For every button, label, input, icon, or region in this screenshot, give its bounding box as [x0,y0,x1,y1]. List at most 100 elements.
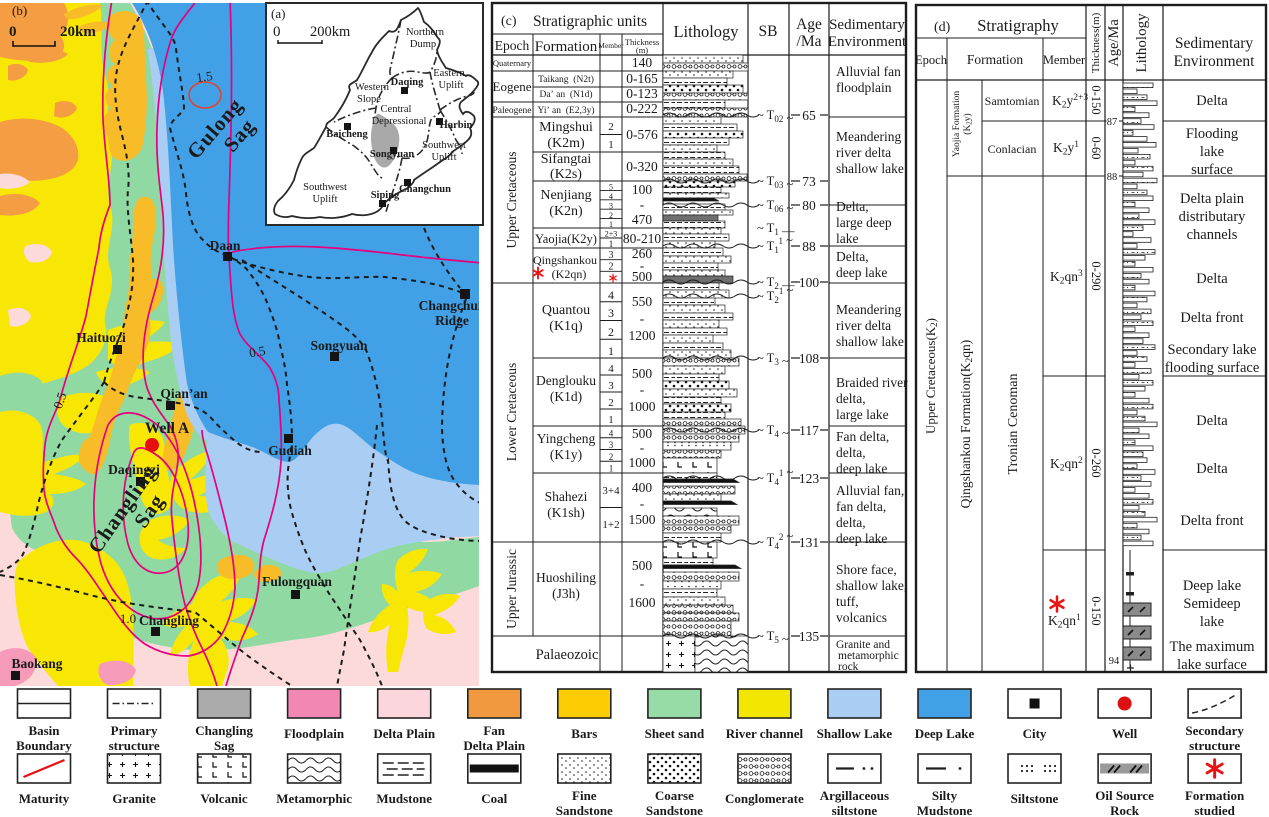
svg-text:2: 2 [609,211,613,220]
svg-text:1: 1 [609,239,614,249]
svg-text:(J3h): (J3h) [552,586,580,601]
svg-text:river delta: river delta [836,145,891,160]
svg-text:87: 87 [1107,117,1118,128]
svg-text:Songyuan: Songyuan [370,149,415,160]
svg-text:(K1y): (K1y) [550,447,582,462]
svg-text:Changchun: Changchun [419,298,486,313]
svg-text:500: 500 [632,269,653,284]
svg-text:Deep Lake: Deep Lake [915,726,975,741]
svg-text:Alluvial fan: Alluvial fan [836,64,901,79]
svg-text:Changchun: Changchun [399,184,451,195]
svg-text:Qingshankou Formation(K2qn): Qingshankou Formation(K2qn) [958,340,975,509]
svg-text:0-123: 0-123 [626,86,658,101]
svg-text:Mudstone: Mudstone [917,803,973,817]
svg-text:(c): (c) [501,14,517,29]
svg-text:deep lake: deep lake [836,461,887,476]
svg-text:Age: Age [796,16,822,33]
svg-text:Age/Ma: Age/Ma [1106,19,1122,67]
svg-text:3: 3 [608,306,614,320]
svg-text:Member: Member [1043,53,1086,67]
svg-text:Upper Cretaceous(K2): Upper Cretaceous(K2) [923,318,939,434]
svg-text:1600: 1600 [629,595,656,610]
svg-text:2: 2 [608,121,614,133]
svg-text:Sedimentary: Sedimentary [829,17,905,33]
svg-text:Shore face,: Shore face, [836,562,897,577]
svg-text:(m): (m) [636,45,648,55]
svg-text:1: 1 [608,344,614,358]
svg-text:Delta: Delta [1196,93,1228,109]
svg-text:Mudstone: Mudstone [376,791,432,806]
svg-text:Maturity: Maturity [19,791,70,806]
svg-text:Delta plain: Delta plain [1180,191,1245,207]
svg-text:Uplift: Uplift [312,194,337,205]
svg-text:Dump: Dump [410,39,436,50]
svg-text:Coarse: Coarse [655,788,694,803]
svg-text:88: 88 [802,239,816,254]
svg-text:1500: 1500 [629,512,656,527]
svg-text:Secondary lake: Secondary lake [1168,342,1257,358]
svg-text:(a): (a) [271,6,285,21]
svg-text:distributary: distributary [1179,209,1247,225]
svg-text:-: - [640,382,645,397]
svg-text:3: 3 [609,250,614,261]
svg-text:0-290: 0-290 [1089,261,1103,290]
svg-text:Western: Western [355,82,390,93]
svg-text:Fan: Fan [483,723,505,738]
svg-text:Huoshiling: Huoshiling [536,570,596,585]
svg-text:Changling: Changling [195,723,253,738]
svg-text:K2y2+3: K2y2+3 [1052,93,1088,111]
svg-text:~ T4 ~: ~ T4 ~ [757,423,789,440]
svg-text:1000: 1000 [629,399,656,414]
svg-text:(d): (d) [934,20,951,35]
svg-text:0-150: 0-150 [1089,85,1103,114]
svg-text:volcanics: volcanics [836,610,887,625]
svg-text:~ T03 ~: ~ T03 ~ [757,174,793,191]
svg-text:0.5: 0.5 [248,343,267,361]
svg-text:Thickness: Thickness [625,37,659,47]
svg-text:~ T1 —: ~ T1 — [757,221,795,238]
svg-text:Conlacian: Conlacian [988,142,1037,156]
svg-text:Delta,: Delta, [836,199,869,214]
svg-text:Sandstone: Sandstone [646,803,703,817]
svg-text:100: 100 [799,275,820,290]
svg-text:Boundary: Boundary [16,738,72,753]
svg-text:Formation: Formation [1185,788,1245,803]
svg-text:Alluvial fan,: Alluvial fan, [836,483,904,498]
svg-text:(K1q): (K1q) [549,319,583,334]
svg-text:1200: 1200 [629,328,656,343]
svg-text:Eastern: Eastern [433,68,465,79]
svg-text:1: 1 [609,220,613,229]
svg-text:Coal: Coal [481,791,507,806]
svg-text:Fine: Fine [572,788,597,803]
svg-text:Delta: Delta [1196,461,1228,477]
svg-text:0-576: 0-576 [626,127,658,142]
svg-text:-: - [640,197,645,212]
svg-text:Daqingzi: Daqingzi [108,462,160,477]
svg-text:(K1sh): (K1sh) [547,505,585,520]
svg-text:Uplift: Uplift [438,80,463,91]
svg-text:2: 2 [609,452,614,462]
svg-text:Granite: Granite [112,791,156,806]
svg-text:K2qn1: K2qn1 [1048,613,1081,631]
svg-text:Depressional: Depressional [372,116,427,127]
svg-text:Eogene: Eogene [493,79,532,94]
svg-text:large deep: large deep [836,215,892,230]
svg-text:Southwest: Southwest [422,140,466,151]
svg-text:K2y1: K2y1 [1053,140,1079,158]
svg-text:shallow lake: shallow lake [836,161,904,176]
svg-text:deep lake: deep lake [836,265,887,280]
svg-text:108: 108 [799,351,820,366]
svg-text:Epoch: Epoch [915,53,948,67]
svg-text:Northern: Northern [406,27,445,38]
svg-text:lake: lake [1200,614,1224,630]
svg-text:The maximum: The maximum [1170,639,1256,655]
svg-text:Rock: Rock [1110,803,1140,817]
svg-text:Formation: Formation [967,52,1023,67]
svg-text:(K1d): (K1d) [550,389,582,404]
svg-text:Oil Source: Oil Source [1095,788,1154,803]
svg-text:-: - [640,440,645,455]
svg-text:Upper Cretaceous: Upper Cretaceous [504,151,519,248]
svg-text:Flooding: Flooding [1186,126,1238,142]
svg-text:surface: surface [1191,162,1233,178]
svg-text:(K2qn): (K2qn) [552,267,587,281]
